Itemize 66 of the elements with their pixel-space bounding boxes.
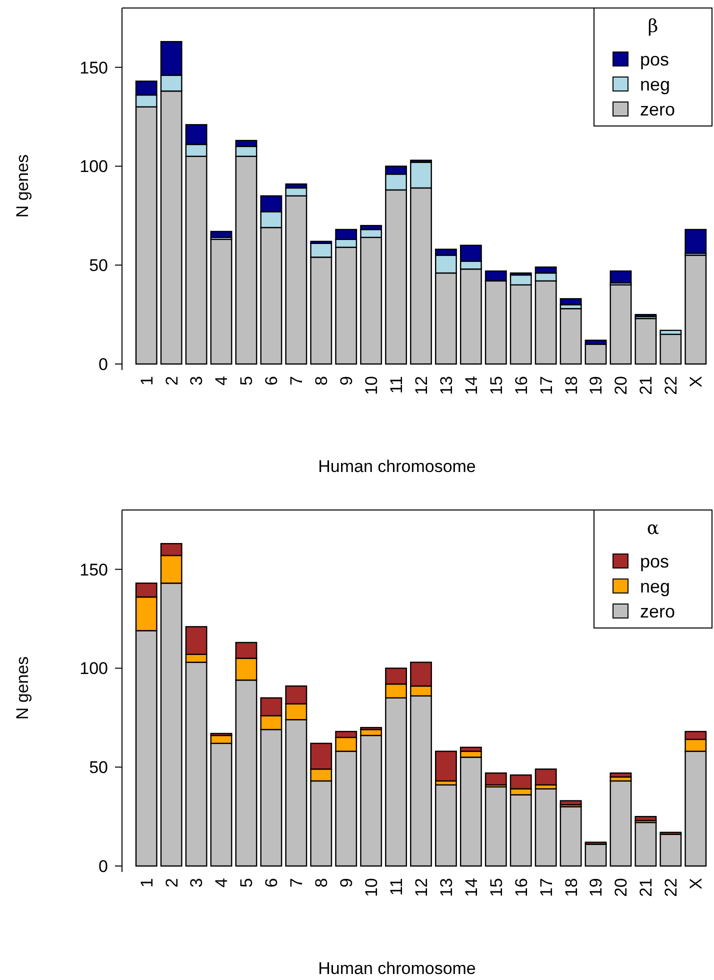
x-tick-label: 13 — [436, 878, 456, 897]
y-tick-label: 50 — [89, 256, 108, 276]
x-tick-label: 21 — [636, 878, 656, 897]
x-tick-label: 17 — [536, 878, 556, 897]
x-tick-label: 7 — [287, 878, 306, 888]
y-axis-title: N genes — [13, 154, 32, 218]
x-tick-label: 10 — [362, 878, 382, 897]
x-tick-label: 13 — [436, 376, 456, 395]
x-tick-label: 18 — [562, 376, 581, 395]
x-tick-label: 1 — [137, 878, 156, 888]
x-tick-label: 11 — [386, 376, 406, 394]
x-tick-label: 15 — [486, 376, 506, 395]
x-tick-label: 1 — [137, 376, 156, 386]
legend-title: β — [648, 16, 658, 37]
x-tick-label: 17 — [536, 376, 556, 395]
x-tick-label: 5 — [237, 376, 256, 386]
x-axis-title: Human chromosome — [318, 457, 476, 476]
y-tick-label: 150 — [80, 560, 108, 580]
x-tick-label: 21 — [636, 376, 656, 395]
x-tick-label: 22 — [662, 878, 681, 897]
x-tick-label: 12 — [412, 878, 431, 897]
x-tick-label: 10 — [362, 376, 382, 395]
x-tick-label: 6 — [262, 878, 282, 888]
y-tick-label: 0 — [98, 856, 108, 876]
y-axis-title: N genes — [13, 656, 32, 720]
legend-label: pos — [640, 551, 670, 572]
y-tick-label: 0 — [98, 354, 108, 374]
x-tick-label: 2 — [162, 878, 182, 888]
x-tick-label: 15 — [486, 878, 506, 897]
x-tick-label: 19 — [586, 376, 606, 395]
x-tick-label: 9 — [337, 878, 356, 888]
legend-label: zero — [640, 99, 676, 120]
x-tick-label: 20 — [612, 376, 631, 395]
x-tick-label: 2 — [162, 376, 182, 386]
x-tick-label: 11 — [386, 878, 406, 896]
x-tick-label: 9 — [337, 376, 356, 386]
x-tick-label: 18 — [562, 878, 581, 897]
y-tick-label: 100 — [80, 659, 108, 678]
x-tick-label: 22 — [662, 376, 681, 395]
legend-label: pos — [640, 49, 670, 70]
y-tick-label: 50 — [89, 758, 108, 778]
x-tick-label: 16 — [512, 878, 531, 897]
x-tick-label: 19 — [586, 878, 606, 897]
x-axis-title: Human chromosome — [318, 959, 476, 978]
x-tick-label: 8 — [312, 878, 332, 888]
x-tick-label: 12 — [412, 376, 431, 395]
x-tick-label: 7 — [287, 376, 306, 386]
x-tick-label: 6 — [262, 376, 282, 386]
legend-label: neg — [640, 576, 670, 596]
legend-title: α — [646, 518, 660, 539]
legend-label: neg — [640, 74, 670, 94]
x-tick-label: 3 — [187, 376, 206, 386]
y-tick-label: 100 — [80, 157, 108, 176]
x-tick-label: 5 — [237, 878, 256, 888]
x-tick-label: 4 — [212, 376, 232, 386]
x-tick-label: 14 — [462, 376, 481, 395]
x-tick-label: X — [686, 376, 706, 388]
x-tick-label: 20 — [612, 878, 631, 897]
x-tick-label: 4 — [212, 878, 232, 888]
x-tick-label: 16 — [512, 376, 531, 395]
x-tick-label: 14 — [462, 878, 481, 897]
x-tick-label: X — [686, 878, 706, 890]
y-tick-label: 150 — [80, 58, 108, 78]
legend-label: zero — [640, 601, 676, 622]
x-tick-label: 3 — [187, 878, 206, 888]
x-tick-label: 8 — [312, 376, 332, 386]
